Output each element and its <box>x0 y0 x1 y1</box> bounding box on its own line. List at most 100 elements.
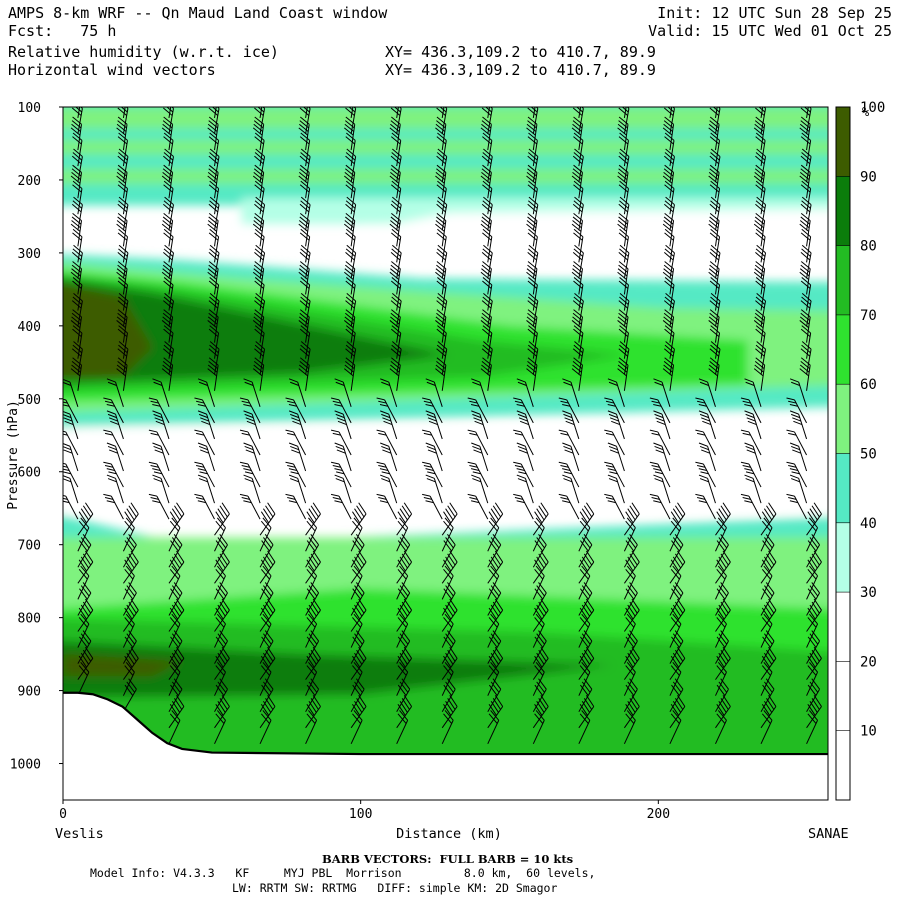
wind-barb <box>396 646 413 680</box>
wind-barb <box>715 598 731 632</box>
wind-barb <box>422 461 443 488</box>
wind-barb <box>288 442 307 472</box>
rh-low-100 <box>63 654 183 676</box>
wind-barb <box>649 397 671 424</box>
wind-barb <box>214 695 230 729</box>
wind-barb <box>252 357 265 391</box>
wind-barb <box>669 695 686 729</box>
forecast-hour: Fcst: 75 h <box>8 22 116 40</box>
valid-time: Valid: 15 UTC Wed 01 Oct 25 <box>648 22 892 40</box>
colorbar-label: 90 <box>860 169 877 185</box>
wind-barb <box>330 429 352 456</box>
wind-barb <box>532 550 549 584</box>
wind-barb <box>695 429 716 456</box>
wind-barb <box>571 212 583 247</box>
colorbar-segment <box>836 384 850 454</box>
x-tick-label: 200 <box>647 807 670 822</box>
wind-barb <box>259 646 276 680</box>
xy-range-2: XY= 436.3,109.2 to 410.7, 89.9 <box>385 61 656 79</box>
wind-barb <box>562 410 580 440</box>
wind-barb <box>649 461 671 488</box>
wind-barb <box>604 397 625 424</box>
wind-barb <box>344 116 356 151</box>
wind-barb <box>558 493 580 520</box>
wind-barb <box>288 378 307 407</box>
wind-barb <box>389 212 401 247</box>
wind-barb <box>617 261 629 295</box>
wind-barb <box>259 502 276 536</box>
wind-barb <box>305 695 321 729</box>
wind-barb <box>259 630 274 664</box>
wind-barb <box>708 116 720 151</box>
wind-barb <box>662 309 675 343</box>
wind-barb <box>806 550 822 584</box>
wind-barb <box>207 116 219 151</box>
x-tick-label: 100 <box>349 807 372 822</box>
wind-barb <box>168 598 185 632</box>
colorbar-segment <box>836 245 850 315</box>
wind-barb <box>571 164 583 199</box>
wind-barb <box>123 550 139 584</box>
wind-barb <box>708 164 720 199</box>
wind-barb <box>344 309 356 343</box>
wind-barb <box>441 710 454 745</box>
wind-barb <box>168 695 185 729</box>
wind-barb <box>435 164 447 199</box>
wind-barb <box>168 502 185 536</box>
wind-barb <box>806 710 819 745</box>
wind-barb <box>578 598 595 632</box>
wind-barb <box>571 116 583 151</box>
wind-barb <box>207 357 219 391</box>
wind-barb <box>252 309 265 343</box>
wind-barb <box>480 309 492 343</box>
wind-barb <box>806 598 822 632</box>
wind-barb <box>487 502 504 536</box>
wind-barb <box>305 710 318 745</box>
wind-barb <box>441 646 458 680</box>
wind-barb <box>562 378 580 407</box>
wind-barb <box>243 474 261 504</box>
wind-barb <box>695 461 716 488</box>
wind-barb <box>70 164 82 199</box>
wind-barb <box>487 550 504 584</box>
wind-barb <box>527 293 539 327</box>
y-tick-label: 200 <box>18 174 41 189</box>
wind-barb <box>214 646 230 680</box>
wind-barb <box>532 646 549 680</box>
wind-barb <box>376 461 398 488</box>
wind-barb <box>695 397 716 424</box>
wind-barb <box>532 710 545 745</box>
wind-barb <box>77 550 94 584</box>
wind-barb <box>168 678 183 712</box>
wind-barb <box>760 550 777 584</box>
wind-barb <box>380 442 398 472</box>
rh-low-90 <box>63 641 614 698</box>
wind-barb <box>607 378 625 407</box>
wind-barb <box>649 429 671 456</box>
wind-barb <box>708 357 720 391</box>
wind-barb <box>239 493 261 520</box>
wind-barb <box>334 442 352 472</box>
wind-barb <box>653 442 671 472</box>
wind-barb <box>116 357 128 391</box>
rh-mid-100 <box>63 284 153 377</box>
wind-barb <box>617 309 629 343</box>
wind-barb <box>760 630 775 664</box>
wind-barb <box>285 493 307 520</box>
wind-barb <box>526 261 538 295</box>
wind-barb <box>526 309 538 343</box>
wind-barb <box>194 461 215 488</box>
wind-barb <box>207 261 219 295</box>
wind-barb <box>532 598 549 632</box>
barb-note: BARB VECTORS: FULL BARB = 10 kts <box>322 852 574 866</box>
wind-barb <box>298 164 310 199</box>
wind-barb <box>435 261 447 295</box>
field-label-wind: Horizontal wind vectors <box>8 61 216 79</box>
wind-barb <box>623 598 640 632</box>
wind-barb <box>604 461 625 488</box>
wind-barb <box>806 502 822 536</box>
colorbar-segment <box>836 730 850 800</box>
wind-barb <box>152 442 170 472</box>
wind-barb <box>487 710 500 745</box>
wind-barb <box>63 378 79 407</box>
